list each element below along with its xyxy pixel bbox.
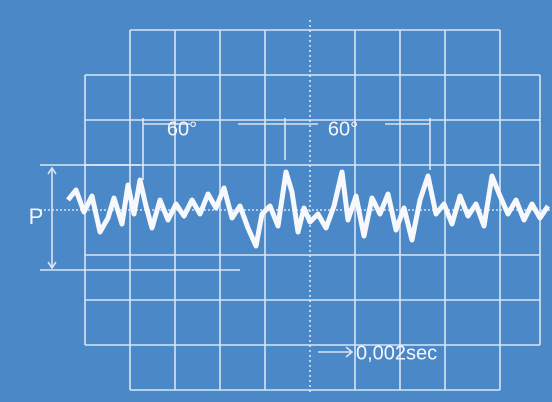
oscilloscope-photo: 60° 60° P 0,002sec	[0, 0, 552, 402]
amplitude-label: P	[29, 204, 44, 229]
page: 60° 60° P 0,002sec (() => { const data =…	[0, 0, 552, 402]
angle-label: 60°	[167, 118, 197, 140]
time-scale-label: 0,002sec	[356, 342, 437, 364]
background	[0, 0, 552, 402]
angle-label: 60°	[328, 118, 358, 140]
